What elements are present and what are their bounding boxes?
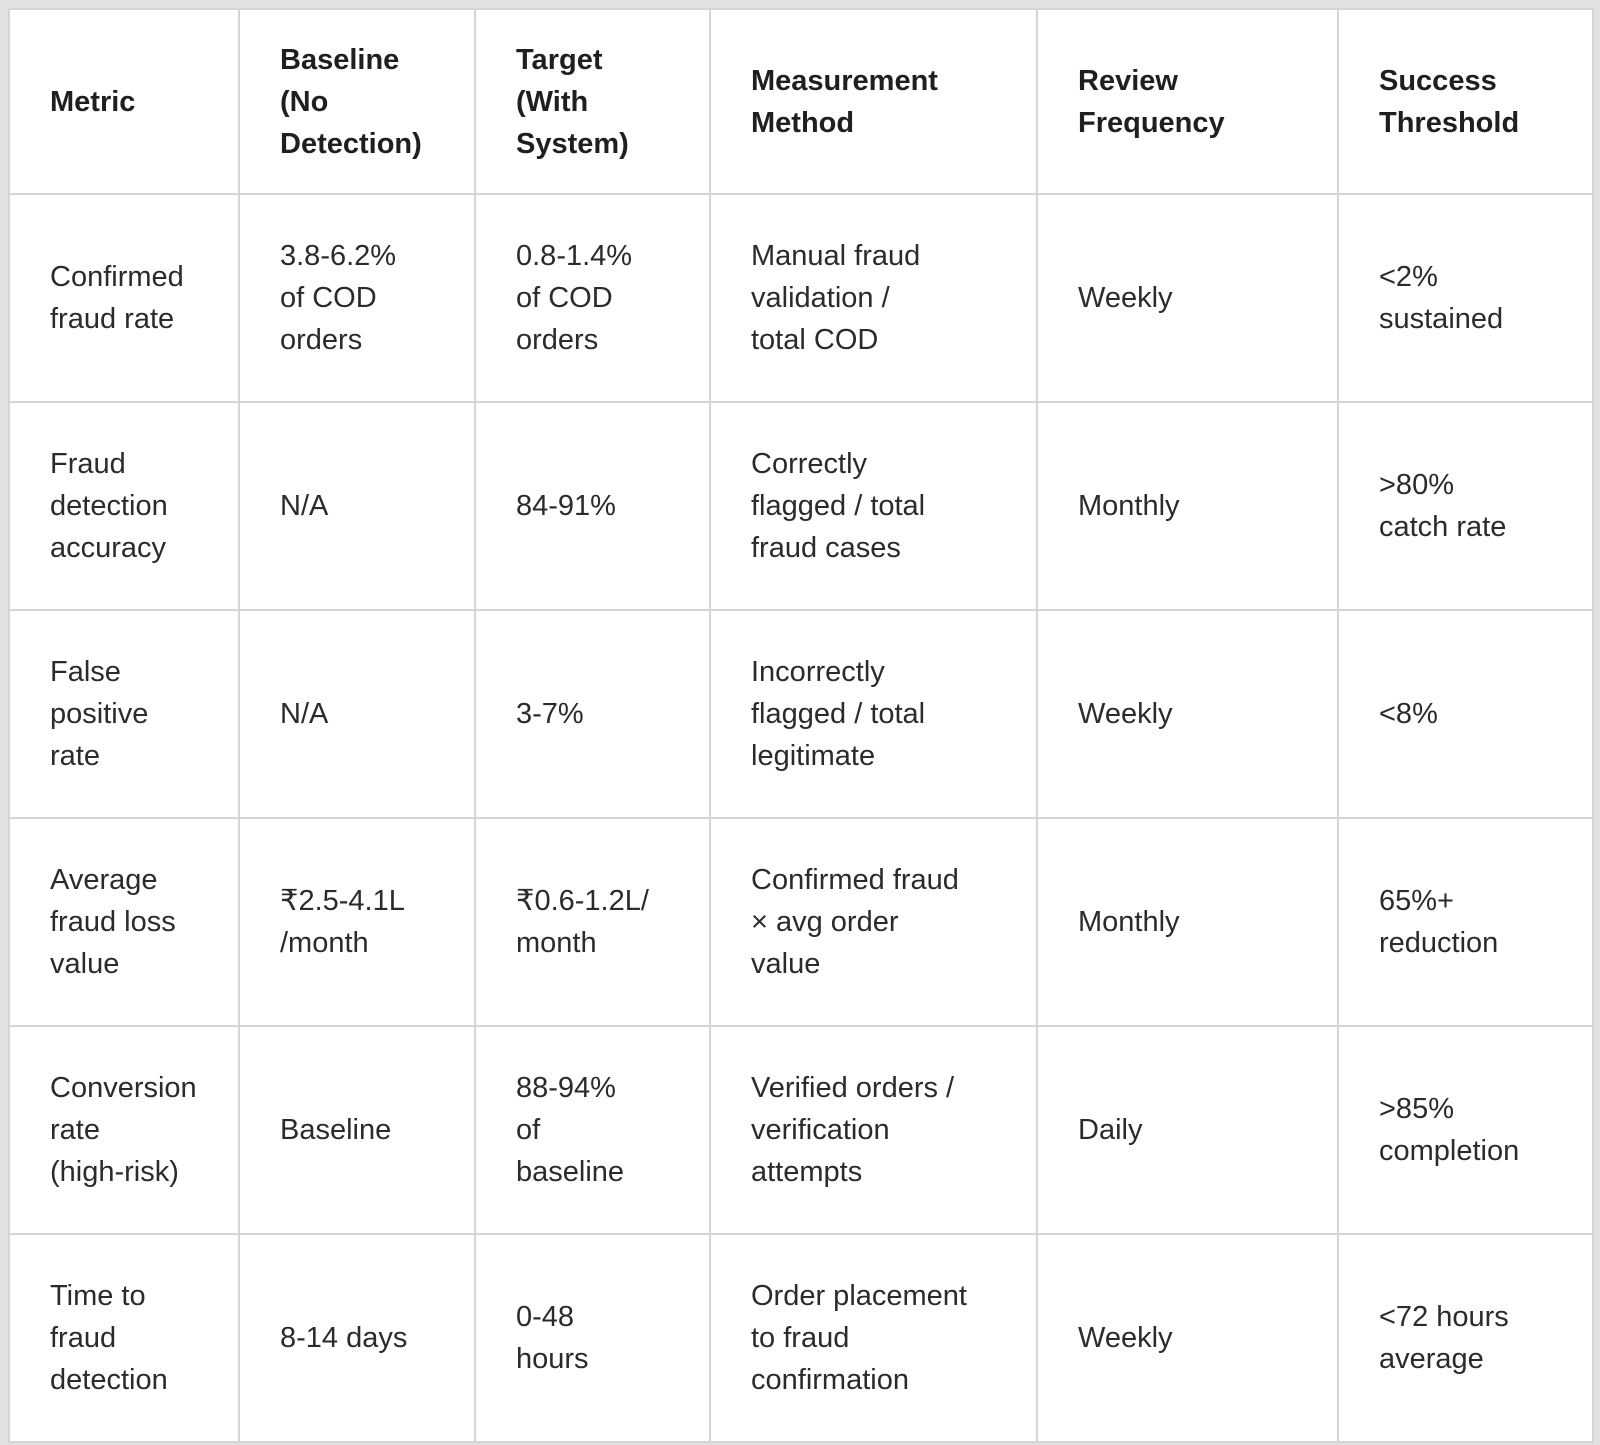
cell-measurement-method: Correctly flagged / total fraud cases bbox=[709, 401, 1038, 611]
header-row: Metric Baseline (No Detection) Target (W… bbox=[8, 8, 1594, 195]
cell-success-threshold: >85% completion bbox=[1337, 1025, 1594, 1235]
cell-baseline: 3.8-6.2% of COD orders bbox=[238, 193, 476, 403]
table-row-time-to-fraud-detection: Time to fraud detection 8-14 days 0-48 h… bbox=[8, 1233, 1594, 1443]
metrics-table: Metric Baseline (No Detection) Target (W… bbox=[8, 8, 1594, 1443]
cell-review-frequency: Weekly bbox=[1036, 1233, 1339, 1443]
cell-target: 3-7% bbox=[474, 609, 711, 819]
cell-metric: Conversion rate (high-risk) bbox=[8, 1025, 240, 1235]
cell-review-frequency: Weekly bbox=[1036, 193, 1339, 403]
cell-measurement-method: Order placement to fraud confirmation bbox=[709, 1233, 1038, 1443]
cell-target: 0.8-1.4% of COD orders bbox=[474, 193, 711, 403]
cell-success-threshold: >80% catch rate bbox=[1337, 401, 1594, 611]
header-cell-success-threshold: Success Threshold bbox=[1337, 8, 1594, 195]
cell-baseline: N/A bbox=[238, 609, 476, 819]
cell-review-frequency: Daily bbox=[1036, 1025, 1339, 1235]
table-row-confirmed-fraud-rate: Confirmed fraud rate 3.8-6.2% of COD ord… bbox=[8, 193, 1594, 403]
header-cell-metric: Metric bbox=[8, 8, 240, 195]
header-cell-target: Target (With System) bbox=[474, 8, 711, 195]
cell-metric: False positive rate bbox=[8, 609, 240, 819]
cell-measurement-method: Manual fraud validation / total COD bbox=[709, 193, 1038, 403]
cell-metric: Time to fraud detection bbox=[8, 1233, 240, 1443]
header-cell-measurement-method: Measurement Method bbox=[709, 8, 1038, 195]
cell-baseline: N/A bbox=[238, 401, 476, 611]
header-cell-review-frequency: Review Frequency bbox=[1036, 8, 1339, 195]
cell-baseline: ₹2.5-4.1L /month bbox=[238, 817, 476, 1027]
cell-success-threshold: <72 hours average bbox=[1337, 1233, 1594, 1443]
cell-review-frequency: Monthly bbox=[1036, 401, 1339, 611]
cell-review-frequency: Monthly bbox=[1036, 817, 1339, 1027]
cell-measurement-method: Confirmed fraud × avg order value bbox=[709, 817, 1038, 1027]
table-body: Confirmed fraud rate 3.8-6.2% of COD ord… bbox=[8, 193, 1594, 1443]
table-row-fraud-detection-accuracy: Fraud detection accuracy N/A 84-91% Corr… bbox=[8, 401, 1594, 611]
cell-metric: Fraud detection accuracy bbox=[8, 401, 240, 611]
cell-measurement-method: Incorrectly flagged / total legitimate bbox=[709, 609, 1038, 819]
cell-target: 84-91% bbox=[474, 401, 711, 611]
cell-review-frequency: Weekly bbox=[1036, 609, 1339, 819]
cell-baseline: 8-14 days bbox=[238, 1233, 476, 1443]
header-cell-baseline: Baseline (No Detection) bbox=[238, 8, 476, 195]
cell-target: ₹0.6-1.2L/ month bbox=[474, 817, 711, 1027]
metrics-table-container: Metric Baseline (No Detection) Target (W… bbox=[8, 8, 1594, 1443]
table-row-conversion-rate-high-risk: Conversion rate (high-risk) Baseline 88-… bbox=[8, 1025, 1594, 1235]
cell-metric: Average fraud loss value bbox=[8, 817, 240, 1027]
cell-success-threshold: <8% bbox=[1337, 609, 1594, 819]
cell-measurement-method: Verified orders / verification attempts bbox=[709, 1025, 1038, 1235]
table-row-false-positive-rate: False positive rate N/A 3-7% Incorrectly… bbox=[8, 609, 1594, 819]
cell-success-threshold: 65%+ reduction bbox=[1337, 817, 1594, 1027]
cell-target: 88-94% of baseline bbox=[474, 1025, 711, 1235]
cell-baseline: Baseline bbox=[238, 1025, 476, 1235]
cell-success-threshold: <2% sustained bbox=[1337, 193, 1594, 403]
cell-target: 0-48 hours bbox=[474, 1233, 711, 1443]
table-header: Metric Baseline (No Detection) Target (W… bbox=[8, 8, 1594, 195]
cell-metric: Confirmed fraud rate bbox=[8, 193, 240, 403]
table-row-average-fraud-loss-value: Average fraud loss value ₹2.5-4.1L /mont… bbox=[8, 817, 1594, 1027]
